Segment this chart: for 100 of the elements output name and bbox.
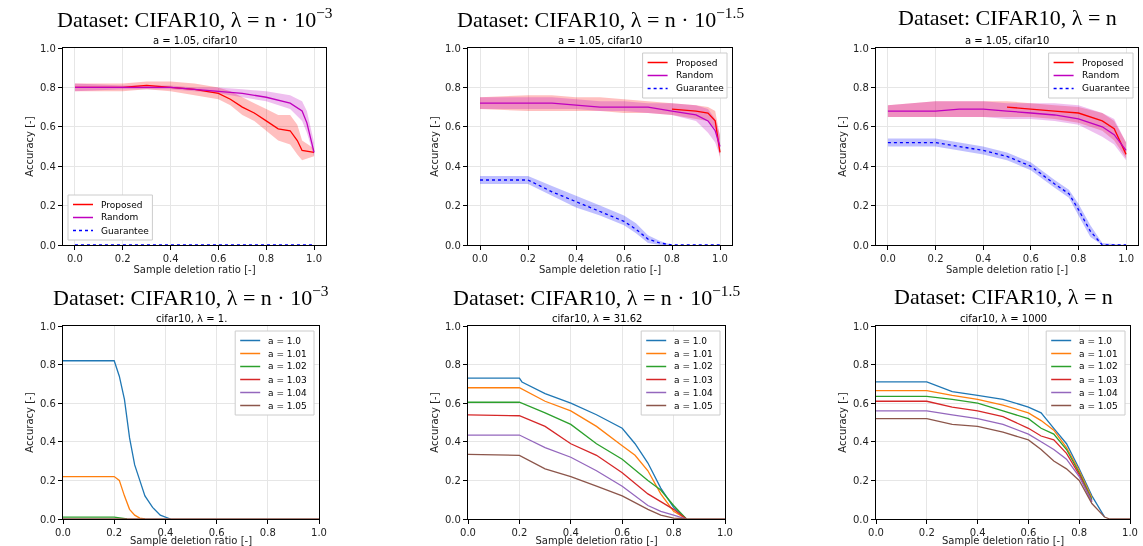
- y-tick-label: 0.4: [444, 436, 461, 448]
- x-tick-label: 0.8: [664, 253, 680, 265]
- x-tick-label: 0.0: [460, 527, 476, 539]
- x-tick-label: 0.0: [868, 527, 884, 539]
- y-tick-label: 0.8: [444, 359, 461, 371]
- y-tick-label: 0.8: [852, 359, 869, 371]
- y-axis-title: Accuracy [-]: [23, 116, 35, 177]
- y-tick-label: 0.0: [39, 239, 56, 251]
- x-tick-label: 0.4: [568, 253, 584, 265]
- x-tick-label: 0.2: [918, 527, 935, 539]
- x-tick-label: 0.0: [879, 253, 896, 265]
- legend-label: Random: [101, 212, 139, 222]
- x-tick-label: 0.2: [114, 253, 131, 265]
- x-tick-label: 0.0: [472, 253, 488, 265]
- x-tick-label: 0.4: [162, 253, 179, 265]
- chart-title: Dataset: CIFAR10, λ = n · 10$^{−3}$: [57, 4, 333, 33]
- x-axis-title: Sample deletion ratio [-]: [538, 264, 662, 276]
- x-tick-label: 1.0: [1118, 253, 1135, 265]
- chart-title: Dataset: CIFAR10, λ = n · 10$^{−1.5}$: [453, 282, 741, 311]
- legend-label: Guarantee: [1082, 83, 1131, 93]
- legend-label: Proposed: [1082, 58, 1124, 68]
- x-axis-title: Sample deletion ratio [-]: [133, 264, 256, 276]
- legend-label: a = 1.04: [674, 388, 714, 398]
- legend-label: Proposed: [676, 58, 718, 68]
- y-tick-label: 0.4: [852, 436, 869, 448]
- legend-label: a = 1.05: [674, 401, 713, 411]
- y-tick-label: 0.6: [444, 121, 461, 133]
- y-axis-title: Accuracy [-]: [836, 116, 848, 177]
- y-tick-label: 0.2: [852, 474, 869, 486]
- legend-label: a = 1.01: [268, 349, 307, 359]
- legend-label: a = 1.04: [1079, 388, 1119, 398]
- legend-label: a = 1.01: [1079, 349, 1118, 359]
- y-tick-label: 1.0: [444, 42, 461, 54]
- y-tick-label: 1.0: [852, 42, 869, 54]
- line-series: [479, 102, 721, 148]
- legend-label: a = 1.02: [268, 361, 307, 371]
- y-axis-title: Accuracy [-]: [428, 392, 440, 453]
- chart-subtitle: cifar10, λ = 1000: [960, 313, 1048, 324]
- y-tick-label: 0.4: [444, 160, 461, 172]
- y-tick-label: 0.6: [39, 121, 56, 133]
- x-tick-label: 0.8: [1071, 527, 1088, 539]
- x-tick-label: 0.6: [208, 527, 225, 539]
- x-tick-label: 0.2: [520, 253, 536, 265]
- x-tick-label: 0.8: [1070, 253, 1087, 265]
- chart-title: Dataset: CIFAR10, λ = n: [898, 5, 1117, 30]
- y-tick-label: 0.4: [39, 160, 56, 172]
- legend-label: Guarantee: [676, 83, 725, 93]
- y-tick-label: 0.2: [39, 474, 56, 486]
- legend-label: a = 1.0: [674, 336, 708, 346]
- legend-label: Random: [1082, 70, 1120, 80]
- x-tick-label: 1.0: [311, 527, 327, 539]
- x-tick-label: 0.6: [1020, 527, 1037, 539]
- chart-title: Dataset: CIFAR10, λ = n · 10$^{−1.5}$: [457, 4, 745, 33]
- y-tick-label: 1.0: [39, 320, 56, 332]
- x-tick-label: 1.0: [306, 253, 322, 265]
- legend-label: Proposed: [101, 200, 143, 210]
- legend-label: a = 1.03: [1079, 375, 1118, 385]
- line-series: [671, 108, 721, 154]
- legend-label: a = 1.02: [674, 361, 713, 371]
- y-tick-label: 0.0: [852, 513, 869, 525]
- x-tick-label: 0.2: [106, 527, 123, 539]
- x-tick-label: 0.8: [258, 253, 275, 265]
- legend-label: a = 1.01: [674, 349, 713, 359]
- line-series: [887, 108, 1127, 152]
- line-series: [468, 453, 725, 519]
- y-tick-label: 0.0: [444, 513, 461, 525]
- x-tick-label: 0.2: [927, 253, 944, 265]
- chart-subtitle: cifar10, λ = 31.62: [552, 313, 643, 324]
- x-tick-label: 0.8: [665, 527, 682, 539]
- y-tick-label: 0.6: [39, 397, 56, 409]
- y-tick-label: 0.2: [444, 200, 461, 212]
- x-tick-label: 0.6: [1022, 253, 1039, 265]
- chart-subtitle: a = 1.05, cifar10: [153, 35, 238, 46]
- y-axis-title: Accuracy [-]: [428, 116, 440, 177]
- x-tick-label: 1.0: [712, 253, 728, 265]
- y-tick-label: 0.4: [39, 436, 56, 448]
- y-tick-label: 1.0: [444, 320, 461, 332]
- x-tick-label: 0.2: [511, 527, 528, 539]
- line-series: [876, 417, 1130, 519]
- y-tick-label: 0.8: [444, 81, 461, 93]
- y-tick-label: 0.0: [39, 513, 56, 525]
- y-axis-title: Accuracy [-]: [836, 392, 848, 453]
- legend-label: a = 1.0: [268, 336, 302, 346]
- y-tick-label: 1.0: [39, 42, 56, 54]
- legend-label: a = 1.04: [268, 388, 308, 398]
- y-tick-label: 0.8: [852, 81, 869, 93]
- x-axis-title: Sample deletion ratio [-]: [945, 264, 1069, 276]
- x-tick-label: 1.0: [717, 527, 733, 539]
- x-tick-label: 0.6: [614, 527, 631, 539]
- legend-label: a = 1.02: [1079, 361, 1118, 371]
- y-tick-label: 0.2: [852, 200, 869, 212]
- x-tick-label: 0.0: [55, 527, 71, 539]
- chart-title: Dataset: CIFAR10, λ = n · 10$^{−3}$: [53, 282, 329, 311]
- y-tick-label: 0.4: [852, 160, 869, 172]
- y-tick-label: 0.0: [852, 239, 869, 251]
- legend-label: a = 1.03: [268, 375, 307, 385]
- y-axis-title: Accuracy [-]: [23, 392, 35, 453]
- chart-subtitle: a = 1.05, cifar10: [558, 35, 643, 46]
- chart-subtitle: cifar10, λ = 1.: [156, 313, 228, 324]
- chart-subtitle: a = 1.05, cifar10: [965, 35, 1050, 46]
